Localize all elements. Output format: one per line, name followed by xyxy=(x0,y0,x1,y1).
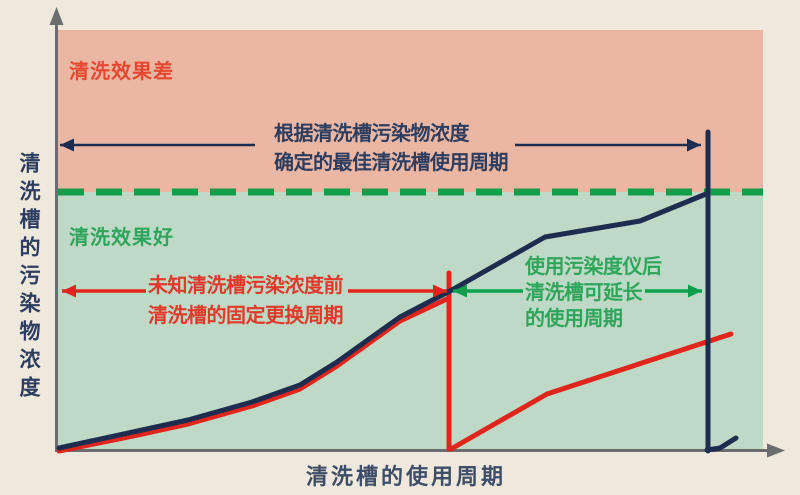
annotation-line: 清洗槽的固定更换周期 xyxy=(148,303,344,327)
annotation-line: 确定的最佳清洗槽使用周期 xyxy=(274,150,509,174)
x-axis-label: 清洗槽的使用周期 xyxy=(306,465,507,490)
fixed-cycle-annotation: 未知清洗槽污染浓度前 清洗槽的固定更换周期 xyxy=(148,270,344,330)
poor-effect-label: 清洗效果差 xyxy=(69,59,174,83)
annotation-line: 未知清洗槽污染浓度前 xyxy=(148,273,344,297)
annotation-line: 使用污染度仪后 xyxy=(525,254,662,278)
optimal-cycle-annotation: 根据清洗槽污染物浓度 确定的最佳清洗槽使用周期 xyxy=(274,119,509,177)
poor-cleaning-region xyxy=(58,30,763,192)
annotation-line: 的使用周期 xyxy=(525,306,623,330)
extended-cycle-annotation: 使用污染度仪后 清洗槽可延长 的使用周期 xyxy=(525,253,662,331)
annotation-line: 根据清洗槽污染物浓度 xyxy=(274,121,470,145)
annotation-line: 清洗槽可延长 xyxy=(525,280,642,304)
good-effect-label: 清洗效果好 xyxy=(69,225,174,249)
y-axis-label: 清洗槽的污染物浓度 xyxy=(17,152,41,404)
